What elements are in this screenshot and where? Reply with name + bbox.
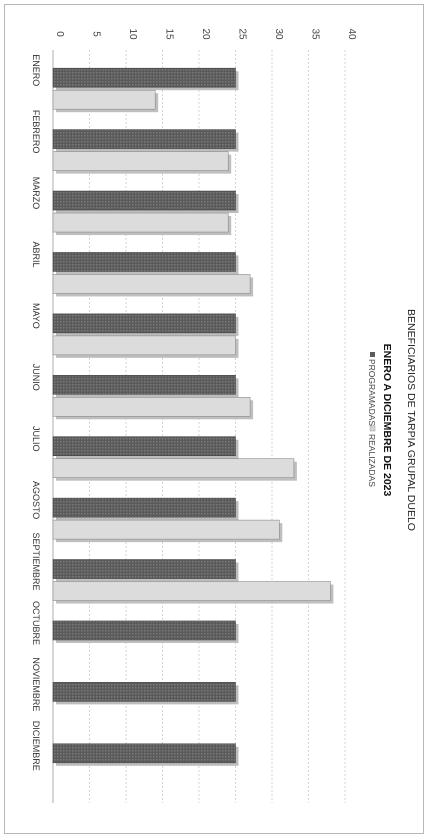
bar-programadas-mayo [52,313,236,334]
bar-realizadas-abril [52,274,251,294]
bar-programadas-febrero [52,129,236,149]
legend-swatch-programadas [370,352,375,357]
chart-subtitle: ENERO A DICIEMBRE DE 2023 [381,344,393,497]
bar-realizadas-julio [52,458,295,479]
bar-programadas-octubre [52,620,236,641]
value-tick-label: 5 [91,31,102,37]
category-label: MAYO [31,303,41,329]
bar-realizadas-agosto [52,519,280,540]
bar-programadas-junio [52,374,236,395]
bar-programadas-septiembre [52,559,236,579]
value-tick-label: 35 [310,28,321,40]
category-label: JULIO [31,426,41,452]
category-label: DICIEMBRE [31,721,41,771]
value-tick-label: 25 [237,28,248,40]
bar-realizadas-mayo [52,335,236,356]
category-label: NOVIEMBRE [31,657,41,711]
category-label: AGOSTO [31,481,41,519]
bar-realizadas-enero [52,89,156,110]
value-tick-label: 40 [346,28,357,40]
legend: PROGRAMADAS REALIZADAS [367,352,377,487]
legend-swatch-realizadas [369,425,376,432]
bar-programadas-marzo [52,190,236,211]
category-label: SEPTIEMBRE [31,533,41,591]
category-label: FEBRERO [31,110,41,154]
bar-programadas-julio [52,436,236,457]
bar-realizadas-septiembre [52,581,331,601]
chart-title: BENEFICIARIOS DE TARPIA GRUPAL DUELO [405,309,417,531]
bar-programadas-enero [52,67,236,88]
bar-programadas-agosto [52,497,236,518]
legend-label-programadas: PROGRAMADAS [367,359,377,426]
bar-programadas-abril [52,252,236,272]
legend-label-realizadas: REALIZADAS [367,434,377,487]
value-tick-label: 15 [164,28,175,40]
category-label: OCTUBRE [31,601,41,645]
bar-programadas-diciembre [52,743,236,764]
category-label: ENERO [31,54,41,86]
value-tick-label: 30 [273,28,284,40]
category-label: ABRIL [31,241,41,267]
category-label: MARZO [31,177,41,210]
category-label: JUNIO [31,364,41,391]
bar-programadas-noviembre [52,682,236,702]
bar-realizadas-febrero [52,151,229,171]
value-tick-label: 20 [200,28,211,40]
value-tick-label: 10 [127,28,138,40]
bar-realizadas-junio [52,396,251,417]
chart-frame [4,4,424,834]
bar-realizadas-marzo [52,212,229,233]
value-tick-label: 0 [54,31,65,37]
